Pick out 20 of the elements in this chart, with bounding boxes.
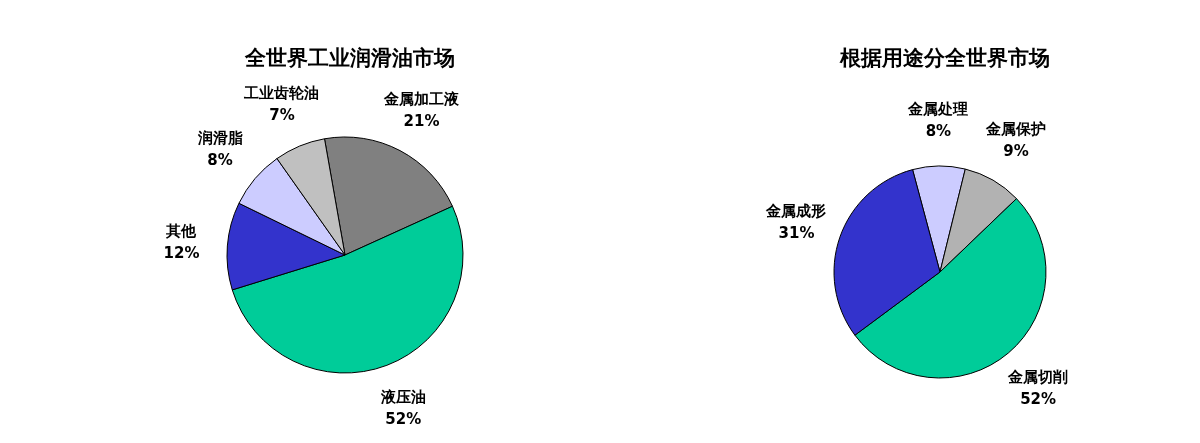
slice-label: 润滑脂 (196, 128, 243, 147)
chart-title: 根据用途分全世界市场 (839, 45, 1050, 70)
data-label: 8% (925, 122, 952, 141)
slice-label: 金属加工液 (382, 89, 460, 108)
chart-title: 全世界工业润滑油市场 (244, 45, 455, 70)
data-label: 9% (1003, 142, 1029, 161)
data-label: 52% (385, 410, 422, 429)
slice-label: 金属处理 (907, 100, 969, 119)
slice-label: 其他 (165, 222, 198, 241)
slice-label: 金属成形 (765, 202, 827, 221)
data-label: 31% (778, 224, 815, 243)
data-label: 52% (1020, 390, 1057, 409)
data-label: 12% (163, 244, 200, 263)
slice-label: 金属保护 (985, 120, 1046, 139)
data-label: 7% (269, 105, 295, 124)
slice-label: 液压油 (379, 388, 426, 407)
slice-label: 工业齿轮油 (243, 83, 320, 102)
slice-label: 金属切削 (1007, 368, 1069, 387)
data-label: 21% (403, 111, 440, 130)
data-label: 8% (207, 150, 233, 169)
